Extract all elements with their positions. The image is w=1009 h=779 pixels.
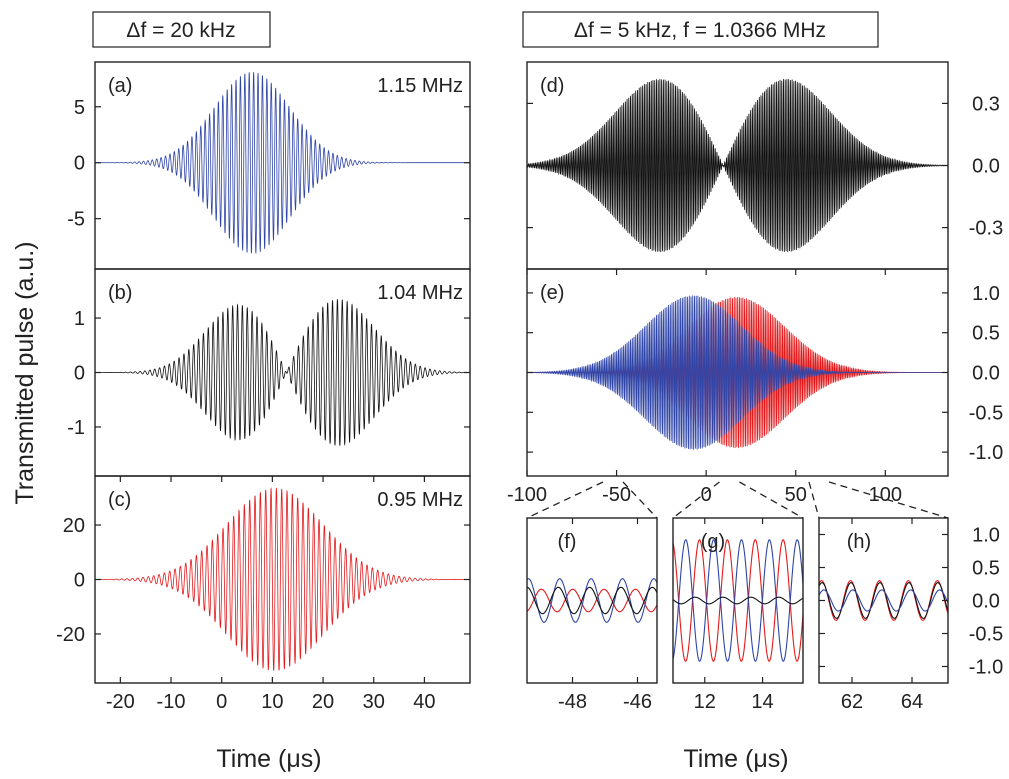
header-left-box: Δf = 20 kHz xyxy=(92,11,271,48)
zoom-links xyxy=(526,481,949,519)
x-axis-label-right: Time (μs) xyxy=(683,745,788,773)
ytick-d: 0.3 xyxy=(972,93,1000,115)
ytick-h: -0.5 xyxy=(969,624,1003,646)
panel-tag-f: (f) xyxy=(558,531,577,553)
xtick-h: 64 xyxy=(901,691,923,713)
ytick-b: 1 xyxy=(74,308,85,330)
xtick-f: -48 xyxy=(558,691,587,713)
frame-h xyxy=(818,517,949,684)
frame-f xyxy=(526,517,658,684)
xtick-g: 12 xyxy=(694,691,716,713)
series-c-red xyxy=(95,487,470,671)
ytick-a: 0 xyxy=(74,153,85,175)
ytick-h: 0.5 xyxy=(972,558,1000,580)
xtick-e: 0 xyxy=(701,484,712,506)
ytick-e: 1.0 xyxy=(972,283,1000,305)
ytick-h: 1.0 xyxy=(972,525,1000,547)
xtick-e: 100 xyxy=(869,484,902,506)
panel-tag-e: (e) xyxy=(540,282,564,304)
xtick-e: -100 xyxy=(507,484,547,506)
y-axis-label: Transmitted pulse (a.u.) xyxy=(11,241,39,504)
series-a-blue xyxy=(95,72,470,255)
panel-tag-h: (h) xyxy=(847,531,871,553)
series-f-red xyxy=(527,588,657,613)
panel-g: 12 14 (g) xyxy=(672,517,804,713)
x-axis-label-left: Time (μs) xyxy=(216,745,321,773)
panel-tag-d: (d) xyxy=(540,75,564,97)
series-h-black xyxy=(819,582,948,619)
panel-tag-c: (c) xyxy=(108,489,131,511)
ytick-e: -1.0 xyxy=(969,442,1003,464)
ytick-e: 0.0 xyxy=(972,363,1000,385)
ytick-b: -1 xyxy=(67,417,85,439)
ytick-a: -5 xyxy=(67,209,85,231)
frame-g xyxy=(672,517,804,684)
xtick-c: 0 xyxy=(216,691,227,713)
panel-f: -48 -46 (f) xyxy=(526,517,658,713)
ytick-e: -0.5 xyxy=(969,402,1003,424)
panel-e: 1.0 0.5 0.0 -0.5 -1.0 -100 -50 0 50 100 (e) xyxy=(507,268,1003,506)
panel-tag-a: (a) xyxy=(108,75,132,97)
xtick-c: 10 xyxy=(261,691,283,713)
panel-c: 20 0 -20 -20 -10 0 10 20 30 40 (c) 0.95 MHz xyxy=(56,475,471,713)
xtick-g: 14 xyxy=(751,691,773,713)
series-g-red xyxy=(673,539,803,662)
ytick-c: 0 xyxy=(74,570,85,592)
panel-h: 1.0 0.5 0.0 -0.5 -1.0 62 64 (h) xyxy=(818,517,1003,713)
panel-b: 1 0 -1 (b) 1.04 MHz xyxy=(67,268,471,477)
series-b-black xyxy=(95,299,470,446)
ytick-h: 0.0 xyxy=(972,591,1000,613)
panel-a: 5 0 -5 (a) 1.15 MHz xyxy=(67,61,471,270)
panel-tag-g: (g) xyxy=(701,531,725,553)
header-right-box: Δf = 5 kHz, f = 1.0366 MHz xyxy=(522,11,879,48)
xtick-c: -10 xyxy=(157,691,186,713)
xtick-c: 40 xyxy=(413,691,435,713)
xtick-e: 50 xyxy=(785,484,807,506)
xtick-e: -50 xyxy=(602,484,631,506)
panel-annotation-a: 1.15 MHz xyxy=(377,75,463,97)
xtick-c: 30 xyxy=(363,691,385,713)
header-right: Δf = 5 kHz, f = 1.0366 MHz xyxy=(574,19,826,42)
panel-annotation-b: 1.04 MHz xyxy=(377,282,463,304)
ytick-h: -1.0 xyxy=(969,657,1003,679)
panel-d: 0.3 0.0 -0.3 (d) xyxy=(526,61,1003,270)
series-e-blue xyxy=(527,295,948,450)
series-h-blue xyxy=(819,589,948,612)
series-f-blue xyxy=(527,578,657,623)
series-f-black xyxy=(527,586,657,615)
panel-tag-b: (b) xyxy=(108,282,132,304)
xtick-c: -20 xyxy=(106,691,135,713)
ytick-b: 0 xyxy=(74,363,85,385)
series-g-black xyxy=(673,596,803,605)
ytick-c: 20 xyxy=(63,515,85,537)
xtick-h: 62 xyxy=(841,691,863,713)
panel-annotation-c: 0.95 MHz xyxy=(377,489,463,511)
header-left: Δf = 20 kHz xyxy=(126,19,235,42)
series-g-blue xyxy=(673,539,803,662)
xtick-f: -46 xyxy=(623,691,652,713)
series-d-black xyxy=(527,78,948,253)
ytick-a: 5 xyxy=(74,97,85,119)
xtick-c: 20 xyxy=(312,691,334,713)
ytick-c: -20 xyxy=(56,624,85,646)
ytick-e: 0.5 xyxy=(972,323,1000,345)
ytick-d: 0.0 xyxy=(972,156,1000,178)
ytick-d: -0.3 xyxy=(969,218,1003,240)
